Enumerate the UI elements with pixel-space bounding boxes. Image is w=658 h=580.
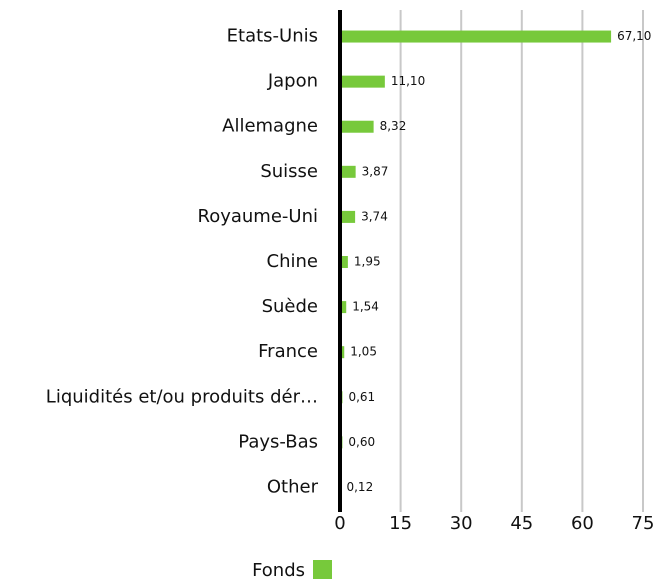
value-label: 67,10 (617, 29, 651, 43)
category-label: Allemagne (222, 116, 318, 137)
bar (340, 120, 374, 133)
value-label: 1,95 (354, 255, 381, 269)
bar (340, 256, 348, 268)
value-label: 8,32 (380, 119, 407, 133)
legend-label: Fonds (252, 560, 305, 580)
x-tick-label: 60 (571, 513, 594, 534)
value-label: 3,74 (361, 209, 388, 223)
category-label: Liquidités et/ou produits dér… (46, 386, 318, 407)
value-label: 0,60 (348, 435, 375, 449)
category-label: Chine (267, 251, 318, 272)
value-label: 1,05 (350, 345, 377, 359)
bar (340, 210, 356, 223)
category-label: France (258, 341, 318, 362)
x-tick-label: 45 (510, 513, 533, 534)
category-label: Other (267, 476, 319, 497)
category-label: Suisse (260, 161, 318, 182)
value-label: 0,12 (346, 480, 373, 494)
value-label: 1,54 (352, 300, 379, 314)
bar (340, 301, 347, 314)
category-label: Pays-Bas (238, 431, 318, 452)
x-tick-label: 0 (334, 513, 345, 534)
bar (340, 346, 345, 359)
value-label: 3,87 (362, 164, 389, 178)
category-label: Royaume-Uni (198, 206, 319, 227)
x-tick-label: 15 (389, 513, 412, 534)
category-label: Etats-Unis (227, 26, 318, 47)
category-label: Suède (262, 296, 318, 317)
legend-swatch (313, 560, 332, 579)
x-tick-label: 75 (632, 513, 655, 534)
x-tick-label: 30 (450, 513, 473, 534)
category-label: Japon (267, 71, 318, 92)
value-label: 0,61 (348, 390, 375, 404)
bar (340, 165, 356, 178)
bar (340, 75, 385, 88)
value-label: 11,10 (391, 74, 425, 88)
bar (340, 30, 612, 43)
